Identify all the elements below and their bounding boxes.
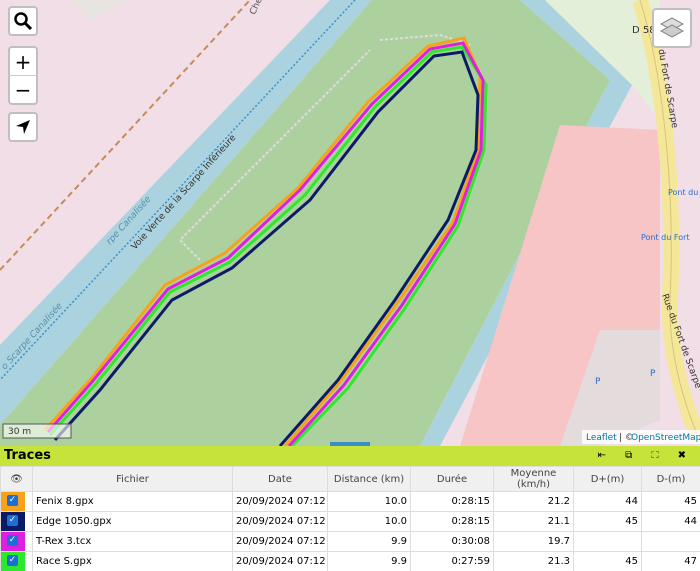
- resize-handle[interactable]: [330, 442, 370, 446]
- traces-table: 👁 Fichier Date Distance (km) Durée Moyenne (k…: [0, 466, 700, 571]
- map[interactable]: Chem D 58 Rue du Fort de Scarpe Rue du F…: [0, 0, 700, 446]
- path: [0, 0, 251, 271]
- scale-bar: [2, 423, 72, 439]
- cell: 21.2: [493, 491, 574, 512]
- trace: [48, 45, 488, 446]
- cycleway: [0, 0, 356, 381]
- checkbox[interactable]: ✓: [7, 515, 18, 526]
- panel-header: Traces ⇤ ⧉ ⛶ ✖: [0, 446, 700, 466]
- locate-icon: [16, 120, 30, 134]
- cell: 9.9: [327, 531, 411, 552]
- cell: T-Rex 3.tcx: [32, 531, 233, 552]
- trace-toggle[interactable]: ✓: [0, 551, 33, 571]
- cell: 45: [641, 491, 700, 512]
- cell: 47: [641, 551, 700, 571]
- attribution-link[interactable]: OpenStreetMap: [631, 433, 700, 443]
- cell: 45: [573, 511, 642, 532]
- parking-area: [560, 330, 660, 446]
- trace-color: ✓: [1, 552, 25, 571]
- map-label: P: [650, 369, 656, 379]
- panel-buttons[interactable]: ⇤ ⧉ ⛶ ✖: [597, 450, 694, 461]
- column-header[interactable]: Distance (km): [327, 466, 411, 492]
- trace-color: ✓: [1, 532, 25, 551]
- trace: [46, 41, 485, 446]
- cell: 21.3: [493, 551, 574, 571]
- trace: [53, 50, 480, 446]
- trace: [43, 36, 482, 446]
- layers-icon: [659, 17, 685, 38]
- cell: 0:30:08: [410, 531, 494, 552]
- locate-button[interactable]: [8, 112, 38, 142]
- layers-button[interactable]: [652, 8, 692, 48]
- cell: 44: [573, 491, 642, 512]
- column-header[interactable]: D-(m): [641, 466, 700, 492]
- cell: 0:27:59: [410, 551, 494, 571]
- column-header[interactable]: Durée: [410, 466, 494, 492]
- trace-row[interactable]: ✓ Race S.gpx 20/09/2024 07:12 9.9 0:27:59 21.…: [0, 551, 700, 571]
- map-label: Pont du Fort: [668, 188, 700, 197]
- map-label: D 58: [632, 25, 656, 36]
- attribution-bg: [582, 430, 700, 444]
- column-header[interactable]: Fichier: [32, 466, 233, 492]
- cell: 20/09/2024 07:12: [232, 491, 328, 512]
- attribution-link[interactable]: Leaflet: [586, 433, 617, 443]
- cell: 9.9: [327, 551, 411, 571]
- cell: 20/09/2024 07:12: [232, 511, 328, 532]
- building: [70, 0, 130, 20]
- cell: 19.7: [493, 531, 574, 552]
- checkbox[interactable]: ✓: [7, 495, 18, 506]
- visibility-header[interactable]: 👁: [0, 466, 33, 492]
- cell: 20/09/2024 07:12: [232, 531, 328, 552]
- cell: 0:28:15: [410, 511, 494, 532]
- cell: 44: [641, 511, 700, 532]
- cell: 10.0: [327, 511, 411, 532]
- cell: [641, 531, 700, 552]
- trace-row[interactable]: ✓ Edge 1050.gpx 20/09/2024 07:12 10.0 0:28:1…: [0, 511, 700, 532]
- search-icon: [14, 12, 32, 30]
- zoom-out[interactable]: −: [8, 75, 38, 105]
- checkbox[interactable]: ✓: [7, 555, 18, 566]
- column-header[interactable]: Date: [232, 466, 328, 492]
- park: [0, 0, 610, 446]
- cell: Fenix 8.gpx: [32, 491, 233, 512]
- attribution-text: | ©: [619, 433, 634, 443]
- cell: 45: [573, 551, 642, 571]
- cell: 20/09/2024 07:12: [232, 551, 328, 571]
- field: [545, 0, 660, 120]
- trace-toggle[interactable]: ✓: [0, 511, 33, 532]
- trace-toggle[interactable]: ✓: [0, 491, 33, 512]
- road-edge: [639, 0, 700, 441]
- map-label: P: [595, 377, 601, 387]
- header-row: 👁 Fichier Date Distance (km) Durée Moyenne (k…: [0, 466, 700, 492]
- cell: 10.0: [327, 491, 411, 512]
- zoom-in[interactable]: +: [8, 46, 38, 76]
- search-button[interactable]: [8, 6, 38, 36]
- map-label: Pont du Fort: [641, 233, 690, 242]
- checkbox[interactable]: ✓: [7, 535, 18, 546]
- trace-color: ✓: [1, 512, 25, 531]
- trace-color: ✓: [1, 492, 25, 511]
- scale-label: 30 m: [8, 427, 31, 437]
- trace-row[interactable]: ✓ T-Rex 3.tcx 20/09/2024 07:12 9.9 0:30:08 19…: [0, 531, 700, 552]
- cell: Edge 1050.gpx: [32, 511, 233, 532]
- footpath: [178, 33, 471, 261]
- column-header[interactable]: Moyenne (km/h): [493, 466, 574, 492]
- cell: 0:28:15: [410, 491, 494, 512]
- cell: 21.1: [493, 511, 574, 532]
- trace-toggle[interactable]: ✓: [0, 531, 33, 552]
- trace-row[interactable]: ✓ Fenix 8.gpx 20/09/2024 07:12 10.0 0:28:15 2…: [0, 491, 700, 512]
- column-header[interactable]: D+(m): [573, 466, 642, 492]
- cell: [573, 531, 642, 552]
- cell: Race S.gpx: [32, 551, 233, 571]
- panel-title: Traces: [4, 448, 51, 463]
